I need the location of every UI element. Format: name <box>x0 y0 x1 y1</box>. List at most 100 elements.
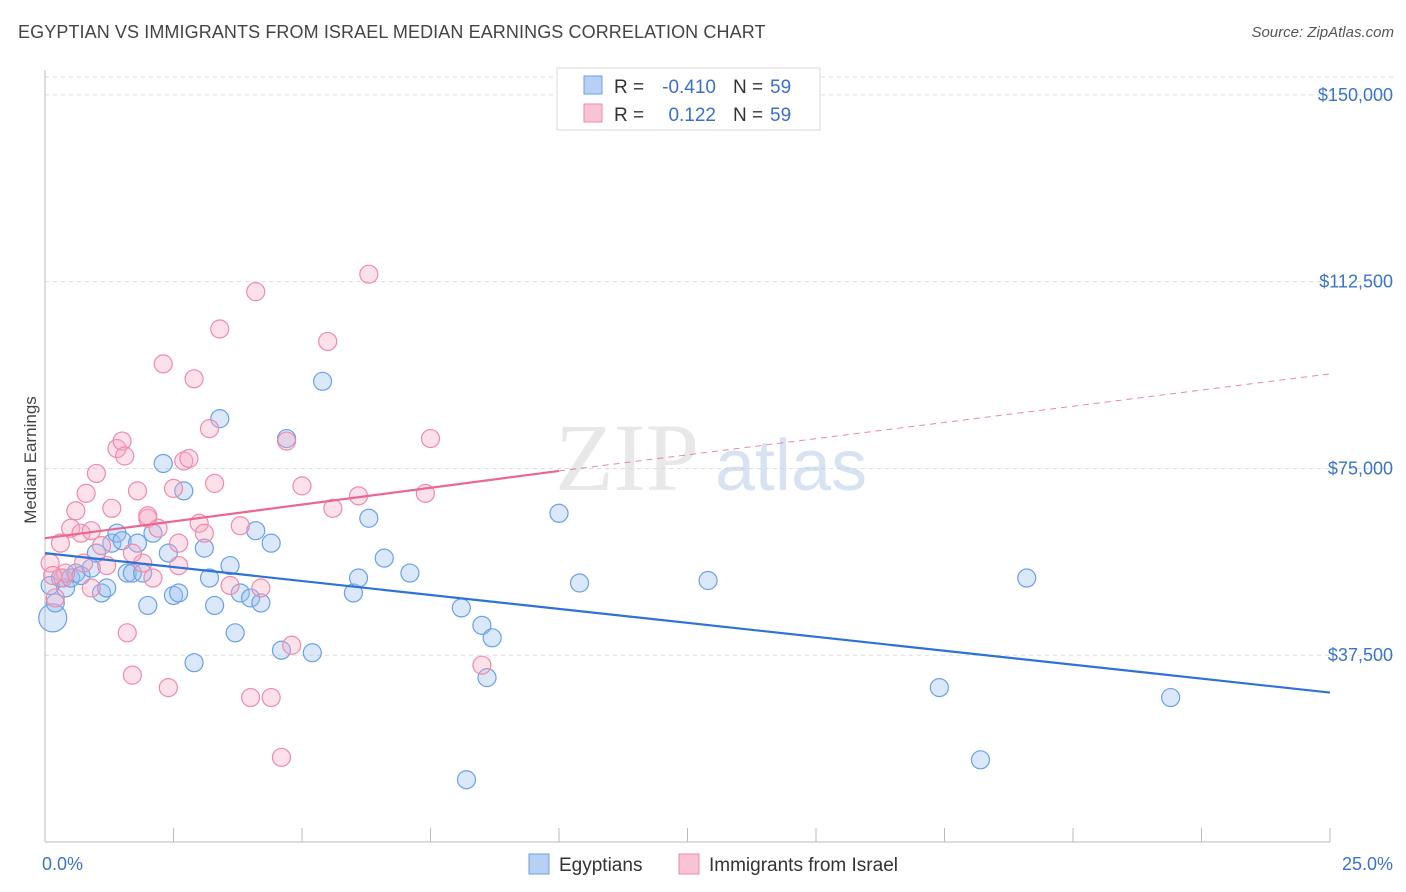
egyptians-point-48 <box>472 615 492 635</box>
egyptians-point-50 <box>482 628 502 648</box>
legend-swatch-israel <box>583 103 603 123</box>
israel-point-17 <box>117 623 137 643</box>
israel-point-49 <box>359 264 379 284</box>
israel-point-24 <box>153 354 173 374</box>
egyptians-point-45 <box>400 563 420 583</box>
israel-point-47 <box>323 498 343 518</box>
israel-point-39 <box>246 282 266 302</box>
egyptians-point-16 <box>127 533 148 553</box>
egyptians-point-34 <box>246 521 266 541</box>
egyptians-point-36 <box>261 533 281 553</box>
y-tick-label-0: $37,500 <box>1328 645 1393 665</box>
israel-point-52 <box>472 655 492 675</box>
israel-point-10 <box>86 463 107 484</box>
israel-point-19 <box>127 481 148 501</box>
israel-point-51 <box>420 428 441 449</box>
israel-point-40 <box>251 578 271 598</box>
bottom-legend-swatch-israel <box>678 853 700 875</box>
egyptians-point-33 <box>241 588 261 608</box>
israel-point-44 <box>282 635 302 655</box>
egyptians-point-10 <box>97 578 117 598</box>
bottom-legend-label-israel: Immigrants from Israel <box>709 855 898 876</box>
israel-point-5 <box>66 501 86 521</box>
legend-r-value-1: 0.122 <box>668 105 716 126</box>
egyptians-point-26 <box>194 538 214 558</box>
legend-n-value-1: 59 <box>770 105 791 126</box>
israel-point-38 <box>241 687 261 708</box>
egyptians-point-14 <box>117 563 137 583</box>
israel-point-42 <box>271 747 292 767</box>
egyptians-point-13 <box>112 531 132 551</box>
legend-r-value-0: -0.410 <box>662 77 716 98</box>
israel-point-28 <box>174 451 194 471</box>
israel-point-18 <box>122 665 142 685</box>
egyptians-point-41 <box>343 583 363 603</box>
egyptians-point-5 <box>66 563 86 583</box>
egyptians-point-52 <box>569 573 590 593</box>
egyptians-point-40 <box>312 371 333 391</box>
trend-line-israel-projection <box>558 373 1331 472</box>
egyptians-point-25 <box>184 653 204 673</box>
egyptians-point-15 <box>122 563 142 583</box>
egyptians-point-53 <box>698 570 718 591</box>
chart-source: Source: ZipAtlas.com <box>1251 24 1394 41</box>
trend-line-egyptians <box>44 552 1331 694</box>
israel-point-46 <box>318 331 338 352</box>
egyptians-point-20 <box>153 453 173 474</box>
israel-point-11 <box>91 536 112 556</box>
israel-point-26 <box>163 478 184 498</box>
israel-point-34 <box>205 473 225 493</box>
grid-lines <box>45 76 1395 656</box>
israel-point-1 <box>45 588 65 608</box>
israel-point-54 <box>81 578 101 598</box>
tick-labels: $37,500 $75,000 $112,500 $150,000 0.0% 25.0% <box>42 85 1393 874</box>
israel-point-33 <box>199 419 220 439</box>
legend-n-label-0: N = <box>733 77 763 98</box>
israel-point-2 <box>50 533 71 553</box>
israel-point-35 <box>210 319 230 339</box>
egyptians-point-32 <box>230 583 250 603</box>
egyptians-point-1 <box>45 593 65 613</box>
legend-n-value-0: 59 <box>770 77 791 98</box>
egyptians-point-29 <box>210 409 230 429</box>
egyptians-point-21 <box>158 543 178 563</box>
israel-point-8 <box>76 483 96 503</box>
egyptians-point-46 <box>451 598 471 618</box>
egyptians-point-43 <box>359 508 379 528</box>
x-tick-label-0: 0.0% <box>42 854 83 874</box>
chart-title: EGYPTIAN VS IMMIGRANTS FROM ISRAEL MEDIA… <box>18 22 766 42</box>
egyptians-point-35 <box>251 593 271 613</box>
egyptians-point-49 <box>477 668 497 688</box>
y-tick-label-3: $150,000 <box>1318 85 1393 105</box>
egyptians-point-42 <box>348 568 369 588</box>
trend-line-israel <box>44 469 560 540</box>
watermark-zip: ZIP <box>555 404 699 511</box>
israel-point-55 <box>122 543 142 563</box>
y-axis-label: Median Earnings <box>21 396 40 524</box>
israel-point-29 <box>179 448 199 469</box>
israel-point-58 <box>43 565 63 586</box>
egyptians-point-31 <box>225 623 245 643</box>
egyptians-point-27 <box>199 568 220 588</box>
egyptians-point-51 <box>549 503 569 523</box>
egyptians-point-18 <box>138 595 158 616</box>
bottom-legend: Egyptians Immigrants from Israel <box>528 853 898 876</box>
israel-point-13 <box>102 498 122 518</box>
egyptians-point-54 <box>929 677 949 698</box>
egyptians-point-37 <box>271 640 292 660</box>
israel-point-41 <box>261 687 281 708</box>
egyptians-point-47 <box>456 770 477 790</box>
egyptians-point-30 <box>220 555 240 576</box>
egyptians-point-57 <box>1161 687 1181 708</box>
israel-point-25 <box>158 677 178 698</box>
israel-point-4 <box>61 518 81 538</box>
israel-point-22 <box>143 568 163 588</box>
israel-point-27 <box>169 555 189 576</box>
israel-point-45 <box>292 476 312 496</box>
israel-point-57 <box>138 506 158 526</box>
legend-n-label-1: N = <box>733 105 763 126</box>
trend-lines <box>44 373 1331 694</box>
israel-point-36 <box>220 575 240 596</box>
y-tick-label-2: $112,500 <box>1319 272 1393 292</box>
